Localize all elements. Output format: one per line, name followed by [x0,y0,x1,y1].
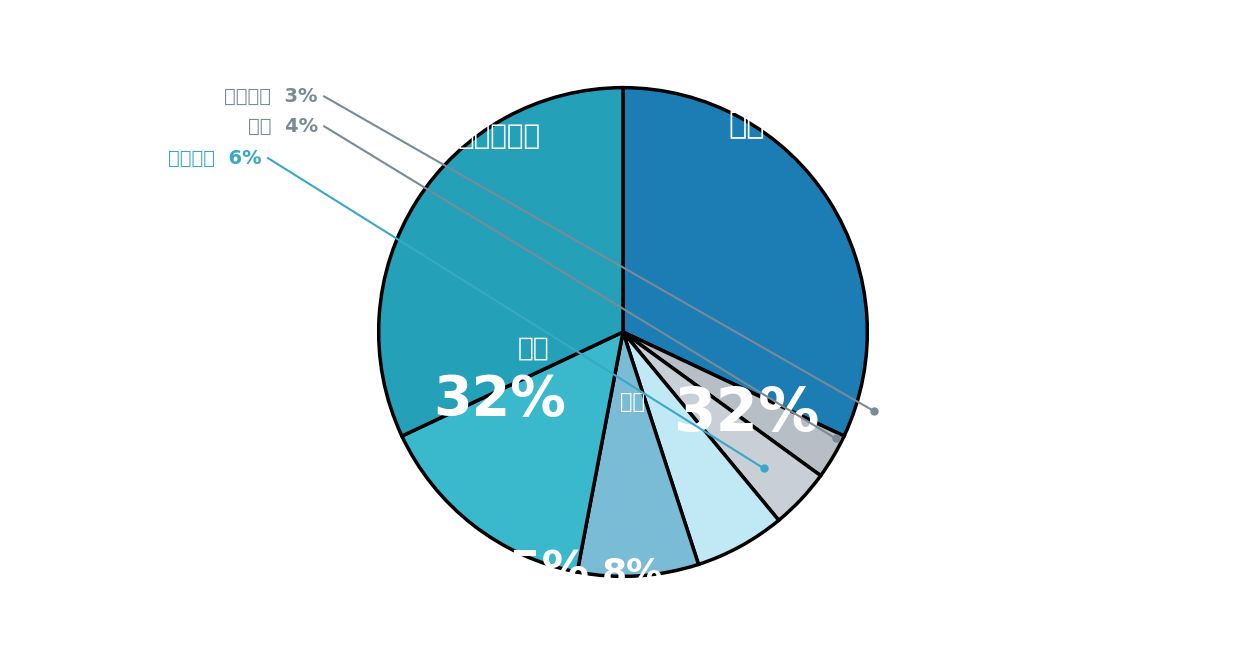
Text: 現場監督  6%: 現場監督 6% [168,149,262,167]
Text: 製造: 製造 [729,110,765,139]
Wedge shape [623,332,844,475]
Text: 購買: 購買 [619,392,644,412]
Text: 32%: 32% [674,385,820,444]
Text: 32%: 32% [432,373,566,427]
Text: 総務  4%: 総務 4% [248,117,318,135]
Text: 品質管理  3%: 品質管理 3% [224,87,318,106]
Wedge shape [577,332,699,576]
Text: 8%: 8% [602,556,663,590]
Text: 営業: 営業 [517,335,549,361]
Wedge shape [623,332,821,521]
Wedge shape [623,332,779,564]
Wedge shape [379,88,623,436]
Text: エンジニア: エンジニア [457,122,541,150]
Text: 15%: 15% [476,550,589,595]
Wedge shape [402,332,623,572]
Wedge shape [623,88,867,436]
